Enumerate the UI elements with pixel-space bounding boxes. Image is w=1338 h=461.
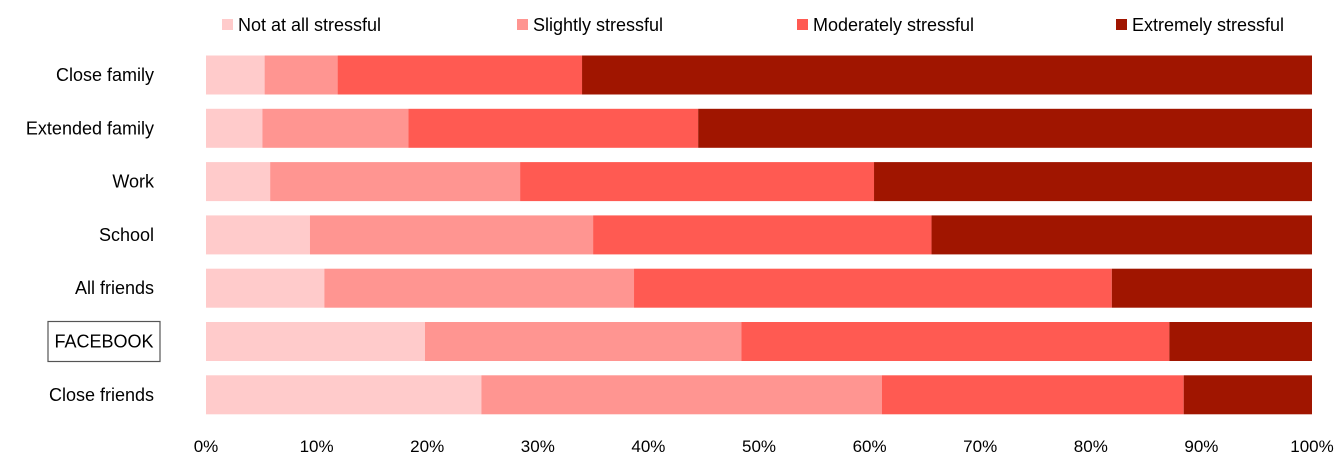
bar-school-moderately-stressful <box>593 215 932 255</box>
legend-swatch-not-at-all-stressful <box>222 19 233 30</box>
bar-close-family-slightly-stressful <box>264 55 338 95</box>
x-tick-label-50pct: 50% <box>742 437 776 456</box>
bars <box>206 55 1312 415</box>
bar-close-friends-extremely-stressful <box>1183 375 1312 415</box>
x-tick-label-60pct: 60% <box>853 437 887 456</box>
bar-close-friends-moderately-stressful <box>881 375 1184 415</box>
bar-extended-family-moderately-stressful <box>408 108 699 148</box>
legend-swatch-moderately-stressful <box>797 19 808 30</box>
bar-all-friends-not-at-all-stressful <box>206 268 325 308</box>
x-tick-label-90pct: 90% <box>1184 437 1218 456</box>
bar-close-family-moderately-stressful <box>337 55 583 95</box>
x-tick-label-0pct: 0% <box>194 437 219 456</box>
x-axis-tick-labels: 0% 10% 20% 30% 40% 50% 60% 70% 80% 90% 100% <box>194 437 1334 456</box>
bar-close-family-not-at-all-stressful <box>206 55 265 95</box>
category-label-all-friends: All friends <box>75 278 154 298</box>
bar-close-friends-slightly-stressful <box>481 375 882 415</box>
bar-extended-family-not-at-all-stressful <box>206 108 263 148</box>
bar-school-not-at-all-stressful <box>206 215 310 255</box>
category-label-extended-family: Extended family <box>26 118 154 138</box>
bar-extended-family-extremely-stressful <box>698 108 1312 148</box>
legend-label-not-at-all-stressful: Not at all stressful <box>238 15 381 35</box>
bar-facebook-not-at-all-stressful <box>206 322 425 361</box>
bar-work-not-at-all-stressful <box>206 162 271 202</box>
bar-work-extremely-stressful <box>874 162 1312 202</box>
x-tick-label-100pct: 100% <box>1290 437 1333 456</box>
bar-close-family-extremely-stressful <box>582 55 1312 95</box>
x-tick-label-70pct: 70% <box>963 437 997 456</box>
bar-facebook-moderately-stressful <box>741 322 1170 361</box>
legend-label-moderately-stressful: Moderately stressful <box>813 15 974 35</box>
category-label-school: School <box>99 225 154 245</box>
x-tick-label-40pct: 40% <box>631 437 665 456</box>
x-tick-label-30pct: 30% <box>521 437 555 456</box>
x-tick-label-80pct: 80% <box>1074 437 1108 456</box>
legend-label-slightly-stressful: Slightly stressful <box>533 15 663 35</box>
bar-facebook-extremely-stressful <box>1169 322 1312 361</box>
legend-swatch-slightly-stressful <box>517 19 528 30</box>
legend-label-extremely-stressful: Extremely stressful <box>1132 15 1284 35</box>
bar-work-moderately-stressful <box>520 162 875 202</box>
bar-work-slightly-stressful <box>270 162 521 202</box>
bar-facebook-slightly-stressful <box>424 322 742 361</box>
bar-school-slightly-stressful <box>309 215 594 255</box>
category-label-close-family: Close family <box>56 65 154 85</box>
x-tick-label-10pct: 10% <box>300 437 334 456</box>
category-labels: Close family Extended family Work School All… <box>26 65 161 405</box>
category-label-work: Work <box>112 172 155 192</box>
legend-swatch-extremely-stressful <box>1116 19 1127 30</box>
legend: Not at all stressful Slightly stressful Mo… <box>222 15 1284 35</box>
bar-school-extremely-stressful <box>931 215 1312 255</box>
bar-all-friends-extremely-stressful <box>1111 268 1312 308</box>
category-label-close-friends: Close friends <box>49 385 154 405</box>
category-highlight-box <box>47 320 161 363</box>
bar-all-friends-moderately-stressful <box>634 268 1112 308</box>
category-label-facebook: FACEBOOK <box>54 332 153 352</box>
bar-extended-family-slightly-stressful <box>262 108 409 148</box>
bar-all-friends-slightly-stressful <box>324 268 635 308</box>
bar-close-friends-not-at-all-stressful <box>206 375 482 415</box>
x-tick-label-20pct: 20% <box>410 437 444 456</box>
